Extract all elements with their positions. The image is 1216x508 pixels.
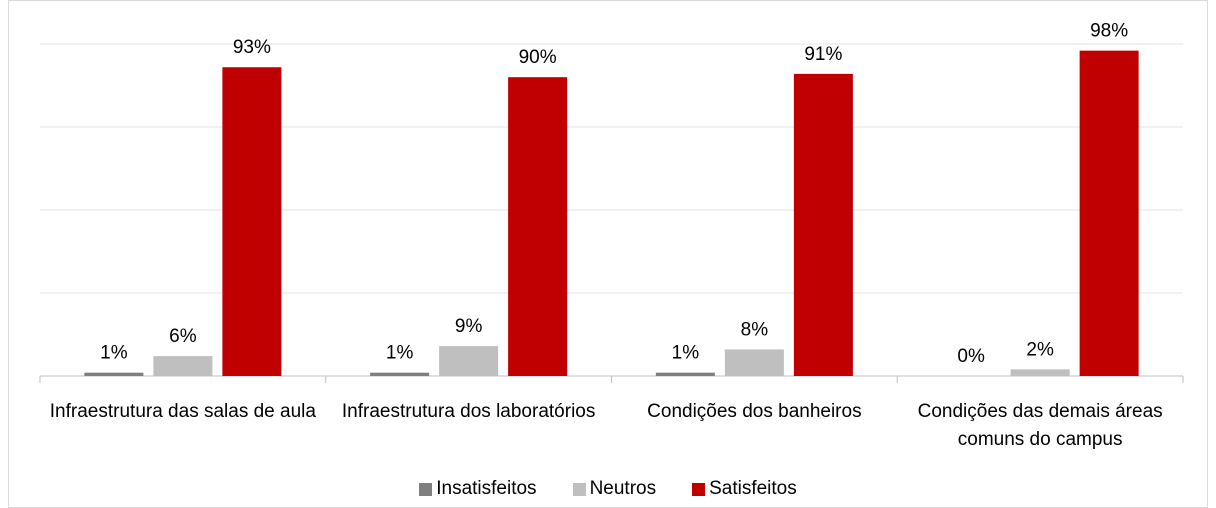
data-label: 6% bbox=[169, 326, 197, 347]
legend-item: Satisfeitos bbox=[692, 478, 797, 500]
data-label: 8% bbox=[741, 319, 769, 340]
data-label: 98% bbox=[1090, 21, 1128, 42]
legend-label: Satisfeitos bbox=[709, 478, 797, 499]
bar bbox=[724, 349, 784, 376]
data-label: 90% bbox=[519, 47, 557, 68]
bar bbox=[84, 372, 144, 376]
legend-item: Neutros bbox=[572, 478, 657, 500]
bar bbox=[1079, 50, 1139, 376]
data-label: 9% bbox=[455, 316, 483, 337]
data-label: 1% bbox=[386, 343, 414, 364]
bar bbox=[655, 372, 715, 376]
legend-swatch bbox=[692, 482, 706, 496]
bar bbox=[222, 67, 282, 377]
x-tick-label: Condições dos banheiros bbox=[647, 401, 862, 422]
data-label: 1% bbox=[672, 343, 700, 364]
data-label: 91% bbox=[804, 44, 842, 65]
bar bbox=[1010, 369, 1070, 376]
bar bbox=[153, 356, 213, 376]
bar bbox=[370, 372, 430, 376]
legend-label: Neutros bbox=[589, 478, 657, 499]
bar bbox=[793, 73, 853, 376]
bar bbox=[439, 346, 499, 376]
legend-swatch bbox=[419, 482, 433, 496]
x-tick-label: Infraestrutura dos laboratórios bbox=[341, 401, 596, 422]
x-tick-label: Condições das demais áreas comuns do cam… bbox=[917, 401, 1163, 450]
data-label: 0% bbox=[957, 346, 985, 367]
data-label: 1% bbox=[100, 343, 128, 364]
legend-swatch bbox=[572, 482, 586, 496]
legend-item: Insatisfeitos bbox=[419, 478, 537, 500]
legend-label: Insatisfeitos bbox=[436, 478, 537, 499]
legend: Insatisfeitos Neutros Satisfeitos bbox=[0, 478, 1216, 500]
bar bbox=[508, 77, 568, 376]
x-tick-label: Infraestrutura das salas de aula bbox=[49, 401, 316, 422]
data-label: 2% bbox=[1026, 339, 1054, 360]
data-label: 93% bbox=[233, 37, 271, 58]
